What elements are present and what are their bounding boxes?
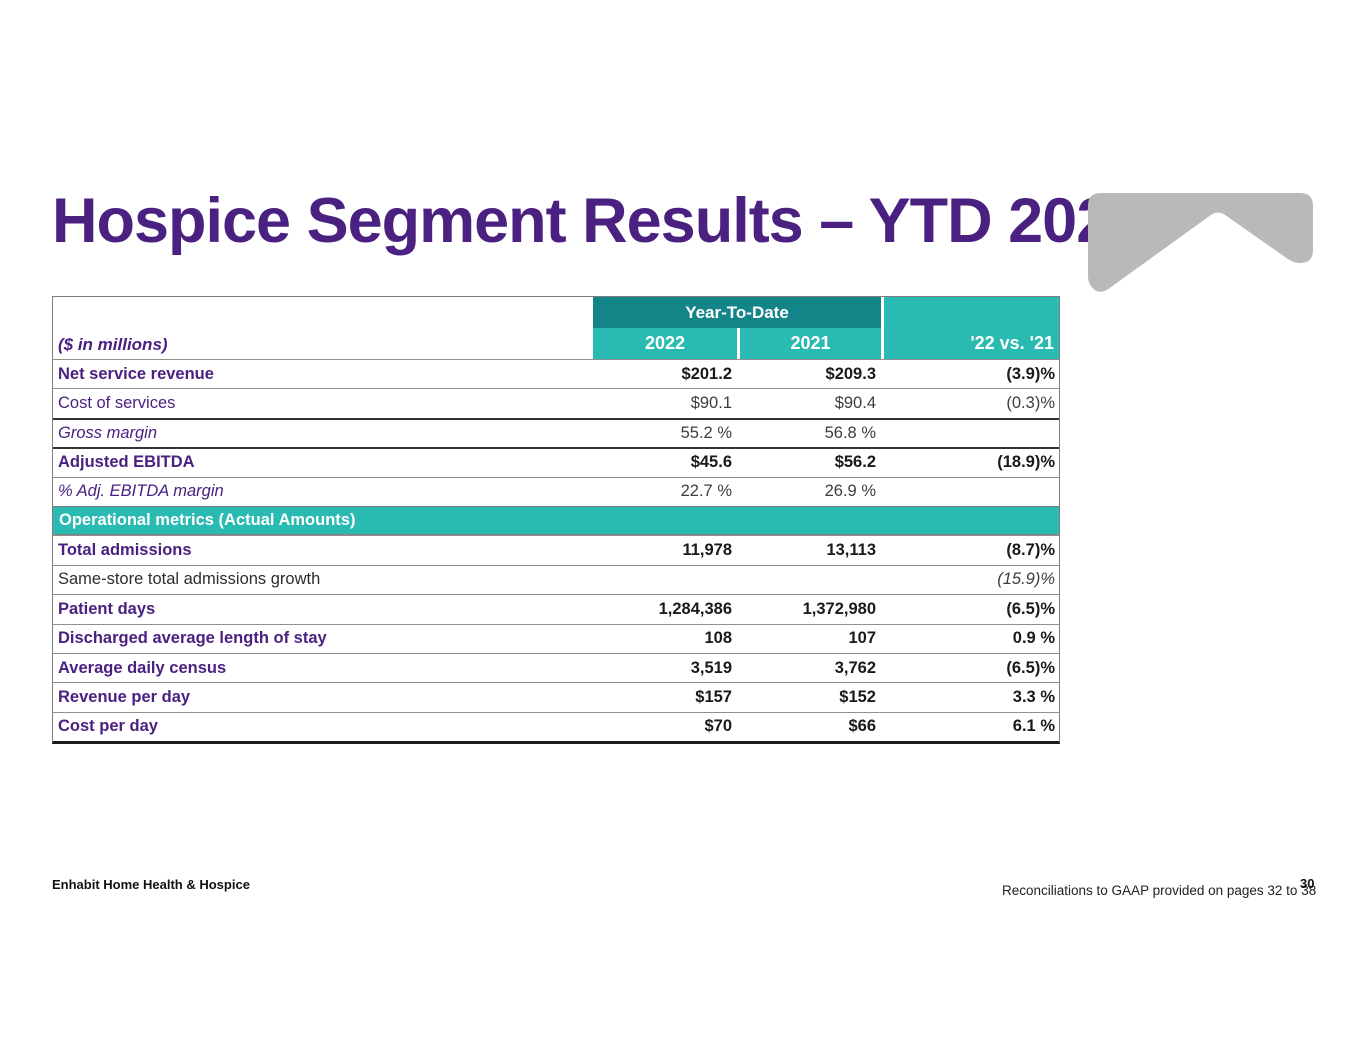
value-2021: 26.9 % bbox=[824, 482, 876, 501]
page-number: 30 bbox=[1300, 876, 1315, 891]
table-row: Gross margin 55.2 % 56.8 % bbox=[53, 417, 1059, 447]
value-2022: $90.1 bbox=[690, 394, 732, 413]
table-row: % Adj. EBITDA margin 22.7 % 26.9 % bbox=[53, 476, 1059, 506]
footer-reconciliation-note: Reconciliations to GAAP provided on page… bbox=[1002, 883, 1317, 898]
table-row: Discharged average length of stay 108 107 0… bbox=[53, 623, 1059, 653]
table-row: Net service revenue $201.2 $209.3 (3.9)% bbox=[53, 359, 1059, 388]
value-change: (8.7)% bbox=[1006, 541, 1055, 560]
value-2021: $90.4 bbox=[834, 394, 876, 413]
value-2022: 55.2 % bbox=[680, 423, 732, 442]
table-row: Revenue per day $157 $152 3.3 % bbox=[53, 682, 1059, 711]
table-row: Total admissions 11,978 13,113 (8.7)% bbox=[53, 535, 1059, 564]
value-2022: 22.7 % bbox=[680, 482, 732, 501]
value-2021: 3,762 bbox=[834, 658, 876, 677]
row-label: Same-store total admissions growth bbox=[58, 570, 321, 589]
column-header-2021: 2021 bbox=[737, 328, 881, 359]
table-header: ($ in millions) Year-To-Date 2022 2021 '… bbox=[53, 297, 1059, 359]
value-2022: $157 bbox=[695, 687, 732, 706]
value-2021: $209.3 bbox=[825, 364, 876, 383]
slide-title: Hospice Segment Results – YTD 2022 bbox=[52, 186, 1145, 256]
value-2021: 1,372,980 bbox=[802, 599, 876, 618]
value-change: 0.9 % bbox=[1012, 629, 1055, 648]
units-label: ($ in millions) bbox=[58, 335, 168, 354]
value-change: (3.9)% bbox=[1006, 364, 1055, 383]
value-2022: 1,284,386 bbox=[658, 599, 732, 618]
footer-company-name: Enhabit Home Health & Hospice bbox=[52, 877, 250, 892]
value-2022: 108 bbox=[704, 629, 732, 648]
value-2021: 56.8 % bbox=[824, 423, 876, 442]
row-label: Discharged average length of stay bbox=[58, 629, 327, 648]
value-2022: $45.6 bbox=[690, 453, 732, 472]
row-label: Patient days bbox=[58, 599, 156, 618]
row-label: Cost per day bbox=[58, 717, 158, 736]
section-header-label: Operational metrics (Actual Amounts) bbox=[59, 511, 356, 530]
row-label: Adjusted EBITDA bbox=[58, 453, 195, 472]
section-header-row: Operational metrics (Actual Amounts) bbox=[53, 505, 1059, 536]
value-change: (6.5)% bbox=[1006, 658, 1055, 677]
row-label: Average daily census bbox=[58, 658, 227, 677]
table-row: Same-store total admissions growth (15.9)… bbox=[53, 564, 1059, 594]
value-2021: 13,113 bbox=[826, 541, 876, 560]
value-change: (15.9)% bbox=[997, 570, 1055, 589]
results-table: ($ in millions) Year-To-Date 2022 2021 '… bbox=[52, 296, 1060, 745]
value-2022: 11,978 bbox=[682, 541, 732, 560]
enhabit-chevron-logo-icon bbox=[1088, 193, 1313, 292]
value-change: (0.3)% bbox=[1006, 394, 1055, 413]
value-change: 6.1 % bbox=[1012, 717, 1055, 736]
value-2021: $66 bbox=[848, 717, 876, 736]
value-2021: $152 bbox=[839, 687, 876, 706]
row-label: Net service revenue bbox=[58, 364, 214, 383]
table-body: Net service revenue $201.2 $209.3 (3.9)% Cos… bbox=[53, 359, 1059, 741]
value-2021: $56.2 bbox=[834, 453, 876, 472]
row-label: Cost of services bbox=[58, 394, 176, 413]
table-row: Patient days 1,284,386 1,372,980 (6.5)% bbox=[53, 594, 1059, 623]
row-label: Total admissions bbox=[58, 541, 192, 560]
table-row: Cost per day $70 $66 6.1 % bbox=[53, 711, 1059, 741]
column-header-change: '22 vs. '21 bbox=[884, 297, 1059, 359]
value-change: (18.9)% bbox=[997, 453, 1055, 472]
value-2022: $70 bbox=[704, 717, 732, 736]
year-to-date-header: Year-To-Date bbox=[593, 297, 881, 328]
value-2022: 3,519 bbox=[690, 658, 732, 677]
value-change: 3.3 % bbox=[1012, 687, 1055, 706]
row-label: % Adj. EBITDA margin bbox=[58, 482, 224, 501]
table-row: Cost of services $90.1 $90.4 (0.3)% bbox=[53, 388, 1059, 417]
row-label: Gross margin bbox=[58, 423, 158, 442]
column-header-2022: 2022 bbox=[593, 328, 737, 359]
table-row: Average daily census 3,519 3,762 (6.5)% bbox=[53, 652, 1059, 682]
value-2022: $201.2 bbox=[681, 364, 732, 383]
value-change: (6.5)% bbox=[1006, 599, 1055, 618]
value-2021: 107 bbox=[848, 629, 876, 648]
row-label: Revenue per day bbox=[58, 687, 191, 706]
table-row: Adjusted EBITDA $45.6 $56.2 (18.9)% bbox=[53, 447, 1059, 476]
